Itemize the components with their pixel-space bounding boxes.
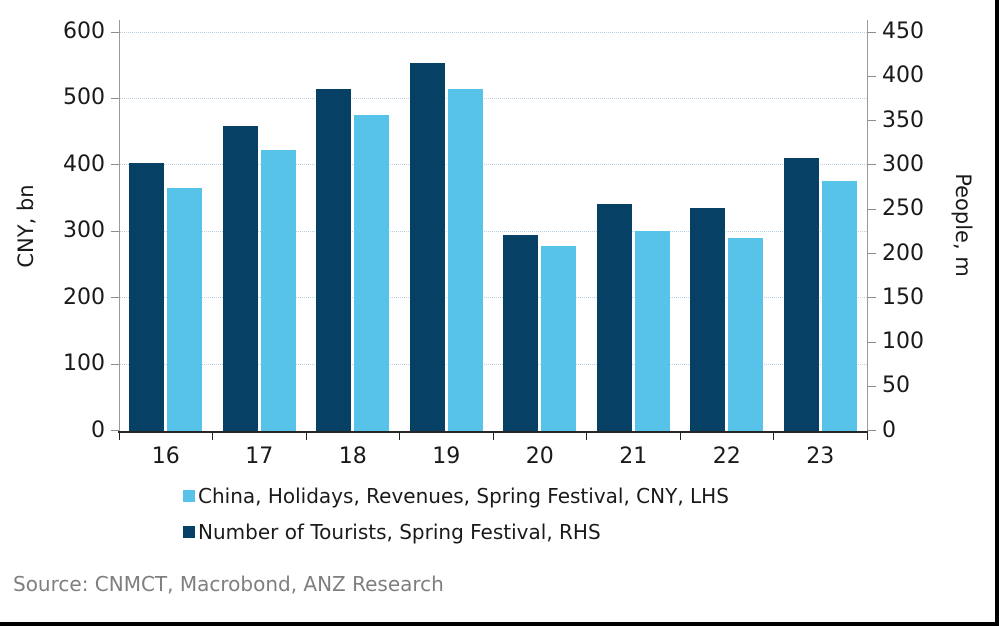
legend-label: Number of Tourists, Spring Festival, RHS <box>198 520 601 544</box>
right-axis-tick-label: 0 <box>882 417 896 443</box>
right-axis-tick-label: 150 <box>882 284 924 310</box>
gridline-400 <box>119 164 867 166</box>
left-axis-tick-label: 500 <box>63 85 105 111</box>
gridline-200 <box>119 297 867 299</box>
left-axis-tick <box>111 164 119 166</box>
left-axis-tick <box>111 363 119 365</box>
bar-revenue-23 <box>821 180 857 431</box>
left-axis-tick <box>111 31 119 33</box>
bar-revenue-16 <box>167 188 203 431</box>
legend-swatch-light-blue <box>183 490 195 502</box>
gridline-600 <box>119 31 867 33</box>
right-axis-tick <box>868 430 876 432</box>
bar-tourists-21 <box>596 203 632 431</box>
x-axis-tick <box>118 432 120 440</box>
right-axis-tick <box>868 75 876 77</box>
right-axis-title: People, m <box>951 173 975 277</box>
right-axis-tick <box>868 164 876 166</box>
right-axis-tick-label: 100 <box>882 329 924 355</box>
right-axis-tick <box>868 253 876 254</box>
x-axis-tick-label: 23 <box>806 443 835 469</box>
bar-tourists-17 <box>222 125 258 431</box>
left-axis-tick <box>111 297 119 299</box>
right-axis-tick-label: 450 <box>882 19 924 44</box>
bar-revenue-18 <box>354 115 390 431</box>
bar-revenue-21 <box>634 230 670 431</box>
bar-revenue-22 <box>728 237 764 431</box>
right-axis-tick <box>868 385 876 387</box>
legend-item-tourists: Number of Tourists, Spring Festival, RHS <box>183 519 729 545</box>
left-axis-tick-label: 300 <box>63 218 105 244</box>
right-axis-tick <box>868 341 876 343</box>
x-axis-tick-label: 21 <box>619 443 648 469</box>
right-axis-tick-label: 50 <box>882 373 910 399</box>
x-axis-tick <box>773 432 774 440</box>
right-axis-tick <box>868 120 876 122</box>
bar-tourists-20 <box>503 234 539 431</box>
bar-tourists-23 <box>783 157 819 431</box>
bar-revenue-17 <box>260 149 296 431</box>
left-axis-tick-label: 0 <box>91 417 105 443</box>
x-axis-tick <box>212 432 213 440</box>
left-axis-line <box>119 20 120 432</box>
left-axis-tick-label: 100 <box>63 351 105 377</box>
legend-item-revenues: China, Holidays, Revenues, Spring Festiv… <box>183 483 729 509</box>
bar-tourists-18 <box>316 88 352 431</box>
left-axis-tick <box>111 430 119 432</box>
x-axis-tick-label: 20 <box>525 443 554 469</box>
legend-label: China, Holidays, Revenues, Spring Festiv… <box>198 484 729 508</box>
bar-tourists-22 <box>690 208 726 431</box>
right-axis-tick-label: 200 <box>882 240 924 266</box>
x-axis-tick <box>399 432 400 440</box>
legend: China, Holidays, Revenues, Spring Festiv… <box>183 483 729 555</box>
frame-border-right <box>995 0 999 626</box>
left-axis-tick <box>111 97 119 99</box>
bar-revenue-20 <box>541 245 577 431</box>
right-axis-tick <box>868 297 876 299</box>
left-axis-tick-label: 400 <box>63 151 105 177</box>
x-axis-line <box>118 430 868 433</box>
right-axis-tick <box>868 208 876 210</box>
right-axis-tick-label: 350 <box>882 107 924 133</box>
left-axis-tick-label: 200 <box>63 284 105 310</box>
right-axis-tick-label: 300 <box>882 151 924 177</box>
legend-swatch-dark-blue <box>183 526 195 538</box>
x-axis-tick-label: 17 <box>245 443 274 469</box>
right-axis-line <box>867 20 868 432</box>
bar-tourists-19 <box>409 63 445 431</box>
right-axis-tick-label: 400 <box>882 63 924 89</box>
left-axis-tick <box>111 230 119 232</box>
right-axis-tick <box>868 31 876 33</box>
x-axis-tick-label: 18 <box>338 443 367 469</box>
source-note: Source: CNMCT, Macrobond, ANZ Research <box>13 572 444 596</box>
frame-border-bottom <box>0 622 999 626</box>
gridline-100 <box>119 363 867 365</box>
bar-tourists-16 <box>129 163 165 431</box>
x-axis-tick <box>679 432 681 440</box>
x-axis-tick-label: 22 <box>712 443 741 469</box>
x-axis-tick <box>305 432 307 440</box>
x-axis-tick-label: 16 <box>151 443 180 469</box>
x-axis-tick <box>492 432 494 440</box>
gridline-300 <box>119 230 867 232</box>
left-axis-title: CNY, bn <box>14 184 38 268</box>
x-axis-tick-label: 19 <box>432 443 461 469</box>
x-axis-tick <box>586 432 587 440</box>
gridline-500 <box>119 97 867 99</box>
right-axis-tick-label: 250 <box>882 196 924 222</box>
x-axis-tick <box>866 432 868 440</box>
left-axis-tick-label: 600 <box>63 19 105 44</box>
bar-revenue-19 <box>447 89 483 431</box>
